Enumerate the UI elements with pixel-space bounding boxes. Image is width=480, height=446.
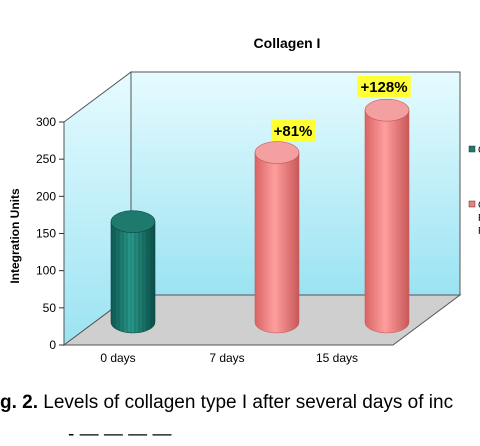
figure-caption-line2: - — — — — [68,424,172,445]
y-axis: 0 50 100 150 200 250 300 [36,115,64,352]
y-tick-label: 250 [36,152,56,166]
annotation-label: +81% [274,123,313,140]
y-tick-label: 0 [49,338,56,352]
legend-label: F [478,226,480,237]
y-tick-label: 300 [36,115,56,129]
x-tick-label: 0 days [100,351,135,365]
figure-caption: g. 2. Levels of collagen type I after se… [0,392,480,414]
figure-label: g. 2. [0,392,39,413]
annotation-label: +128% [360,79,407,96]
x-tick-label: 7 days [209,351,244,365]
x-axis: 0 days 7 days 15 days [100,351,358,365]
annotation-bg [271,120,315,141]
y-tick-label: 200 [36,189,56,203]
annotations: +81% +128% [271,76,411,141]
y-tick-label: 150 [36,227,56,241]
y-axis-label: Integration Units [8,188,22,284]
figure-caption-text: Levels of collagen type I after several … [38,392,454,413]
annotation-bg [357,76,411,97]
bar-top [254,141,300,164]
legend-swatch [468,145,476,153]
bar-top [110,210,156,233]
bar [364,109,410,334]
legend-swatch [468,200,476,208]
legend-label: C [478,145,480,156]
y-tick-label: 100 [36,264,56,278]
legend: CCFF [468,145,480,237]
bar-top [364,98,410,122]
chart-title: Collagen I [254,35,321,51]
bar [254,152,300,334]
legend-label: C [478,200,480,211]
bar [110,221,156,334]
x-tick-label: 15 days [316,351,358,365]
bars [110,98,410,334]
legend-label: F [478,213,480,224]
y-tick-label: 50 [43,301,57,315]
